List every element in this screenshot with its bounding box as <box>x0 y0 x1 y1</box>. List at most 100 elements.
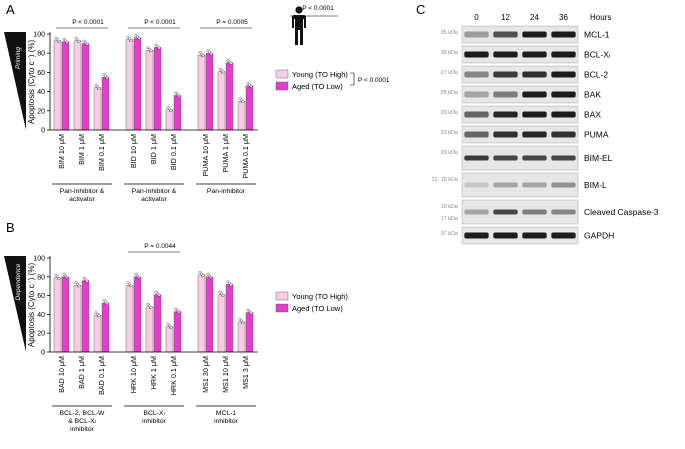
blot-strip <box>461 199 579 225</box>
group-label: MCL-1 <box>216 410 237 417</box>
bar <box>217 71 226 131</box>
p-value-label: P < 0.0001 <box>144 19 176 26</box>
data-point <box>149 49 153 53</box>
bar <box>81 43 90 131</box>
data-point <box>77 39 81 43</box>
data-point <box>105 302 109 306</box>
blot-band <box>464 71 489 78</box>
protein-label: MCL-1 <box>584 30 610 40</box>
y-tick-label: 40 <box>37 89 45 96</box>
legend-swatch <box>275 303 289 313</box>
bar <box>237 321 246 353</box>
blot-band <box>493 232 518 239</box>
y-tick-label: 20 <box>37 331 45 338</box>
blot-strip <box>461 105 579 124</box>
legend-swatch <box>275 291 289 301</box>
y-axis-label: Apoptosis (Cyto c⁻) (%) <box>27 263 36 348</box>
bar <box>93 87 102 131</box>
blot-band <box>522 155 547 161</box>
blot-band <box>493 182 518 188</box>
blot-band <box>522 182 547 188</box>
legend-label: Young (TO High) <box>292 292 348 301</box>
group-label: activator <box>141 196 167 203</box>
molecular-weight-label: 27 kDa <box>441 70 459 76</box>
blot-band <box>464 232 489 239</box>
data-point <box>177 310 181 314</box>
bar <box>93 315 102 353</box>
x-tick-label: HRK 1 μM <box>149 356 158 389</box>
data-point <box>221 70 225 74</box>
y-tick-label: 40 <box>37 312 45 319</box>
data-point <box>85 42 89 46</box>
bar <box>205 276 214 353</box>
data-point <box>209 52 213 56</box>
bar <box>165 109 174 131</box>
data-point <box>157 293 161 297</box>
group-label: inhibitor <box>70 426 95 433</box>
x-tick-label: MS1 30 μM <box>201 356 210 393</box>
bar <box>173 95 182 131</box>
data-point <box>177 94 181 98</box>
molecular-weight-label: 35 kDa <box>441 30 459 36</box>
data-point <box>221 293 225 297</box>
molecular-weight-label: 30 kDa <box>441 50 459 56</box>
blot-band <box>464 51 489 58</box>
blot-band <box>464 209 489 215</box>
bar <box>225 62 234 131</box>
y-tick-label: 0 <box>41 350 45 357</box>
bar <box>101 302 110 353</box>
data-point <box>229 61 233 65</box>
blot-band <box>493 51 518 58</box>
blot-strip <box>461 85 579 104</box>
blot-band <box>464 182 489 188</box>
blot-strip <box>461 25 579 44</box>
blot-band <box>522 31 547 38</box>
blot-band <box>493 31 518 38</box>
x-tick-label: BIM 1 μM <box>77 134 86 165</box>
x-tick-label: BID 0.1 μM <box>169 134 178 170</box>
blot-band <box>464 31 489 38</box>
protein-label: Cleaved Caspase-3 <box>584 207 659 217</box>
blot-band <box>493 209 518 215</box>
bar <box>173 311 182 353</box>
data-point <box>169 325 173 329</box>
x-tick-label: BIM 10 μM <box>57 134 66 169</box>
blot-band <box>464 131 489 138</box>
protein-label: BAK <box>584 90 601 100</box>
blot-band <box>464 111 489 118</box>
data-point <box>137 275 141 279</box>
x-tick-label: PUMA 10 μM <box>201 134 210 177</box>
protein-label: BCL-Xₗ <box>584 50 611 60</box>
data-point <box>65 40 69 44</box>
blot-strip <box>461 65 579 84</box>
molecular-weight-label: 12, 15 kDa <box>431 177 459 183</box>
human-silhouette-icon <box>292 6 306 45</box>
protein-label: BCL-2 <box>584 70 608 80</box>
blot-band <box>522 91 547 98</box>
blot-band <box>551 31 576 38</box>
wedge-label: Dependence <box>15 263 22 300</box>
data-point <box>129 38 133 42</box>
data-point <box>241 320 245 324</box>
data-point <box>169 108 173 112</box>
x-tick-label: BAD 1 μM <box>77 356 86 389</box>
blot-band <box>493 91 518 98</box>
blot-band <box>551 91 576 98</box>
blot-strip <box>461 125 579 144</box>
panel-label-a: A <box>6 2 15 17</box>
y-tick-label: 0 <box>41 128 45 135</box>
bar <box>73 40 82 131</box>
x-tick-label: BID 1 μM <box>149 134 158 164</box>
y-tick-label: 60 <box>37 293 45 300</box>
y-tick-label: 100 <box>33 256 45 263</box>
legend-bracket <box>350 72 355 86</box>
blot-band <box>522 209 547 215</box>
bar <box>245 312 254 353</box>
bar <box>245 85 254 131</box>
group-label: Pan-inhibitor <box>207 188 246 195</box>
molecular-weight-label: 25 kDa <box>441 90 459 96</box>
protein-label: PUMA <box>584 130 609 140</box>
bar <box>125 39 134 131</box>
data-point <box>105 76 109 80</box>
